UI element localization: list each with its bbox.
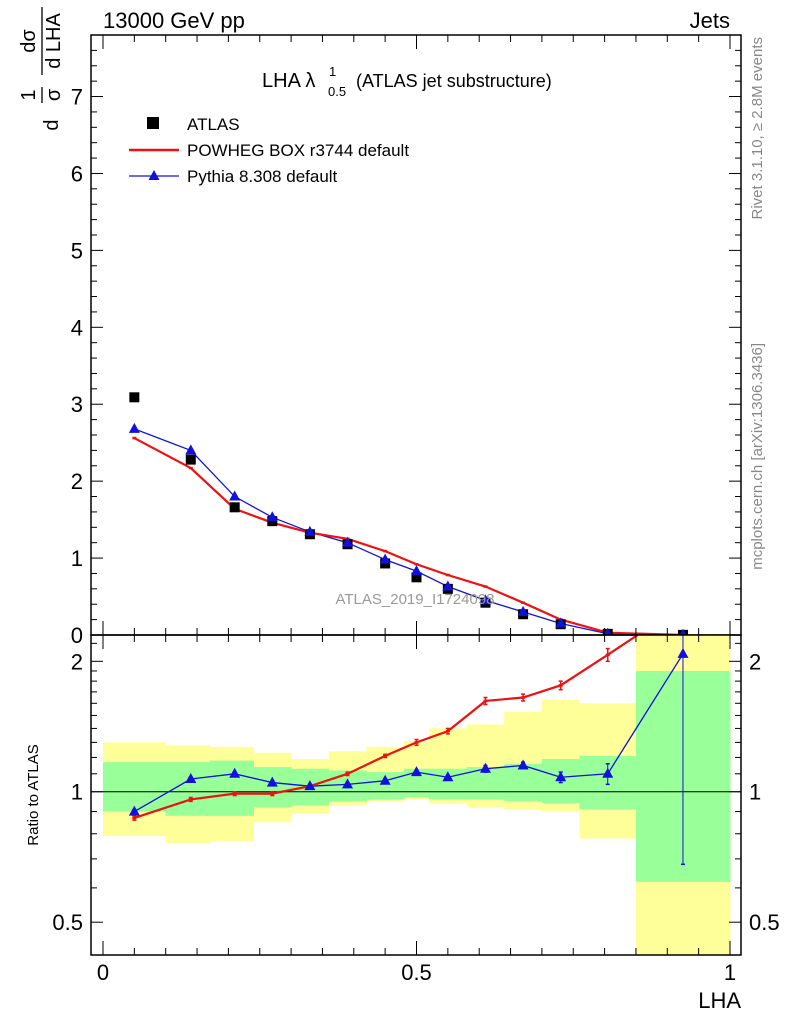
atlas-data-point (129, 392, 140, 403)
x-tick-label: 0 (97, 960, 109, 985)
ratio-pythia-point (517, 759, 529, 770)
pythia-point (479, 594, 491, 605)
pythia-point (185, 444, 197, 455)
main-plot-area (128, 392, 688, 635)
legend-label-atlas: ATLAS (187, 115, 240, 134)
pythia-point (266, 511, 278, 522)
uncertainty-band-inner (103, 670, 731, 882)
y-tick-label: 5 (71, 238, 83, 263)
pythia-point (379, 553, 391, 564)
header-left: 13000 GeV pp (103, 8, 245, 33)
ylabel-den-1: σ (43, 88, 65, 101)
ratio-pythia-point (602, 767, 614, 778)
band-inner-bin (103, 762, 167, 812)
y-tick-label: 3 (71, 392, 83, 417)
series-line-pythia (134, 428, 683, 635)
side-note-rivet: Rivet 3.1.10, ≥ 2.8M events (749, 37, 766, 220)
chart-title: LHA λ 1 0.5 (ATLAS jet substructure) (262, 64, 552, 99)
legend-label-pythia: Pythia 8.308 default (187, 167, 338, 186)
title-rest: (ATLAS jet substructure) (356, 71, 552, 91)
watermark: ATLAS_2019_I1724098 (335, 591, 494, 608)
ratio-pythia-point (379, 774, 391, 785)
ratio-y-tick-label-right: 2 (749, 649, 761, 674)
pythia-point (229, 490, 241, 501)
ratio-pythia-point (342, 778, 354, 789)
atlas-data-point (185, 454, 196, 465)
pythia-point (442, 580, 454, 591)
ratio-pythia-point (128, 805, 140, 816)
pythia-point (342, 536, 354, 547)
atlas-data-point (411, 572, 422, 583)
pythia-point (128, 422, 140, 433)
ratio-pythia-point (266, 776, 278, 787)
ratio-pythia-point (185, 773, 197, 784)
y-tick-label: 0 (71, 623, 83, 648)
atlas-data-point (229, 502, 240, 513)
ratio-line-powheg (134, 635, 640, 819)
y-tick-label: 1 (71, 546, 83, 571)
main-y-axis-label: 1 σ d dσ d LHA (18, 7, 65, 131)
band-inner-bin (209, 760, 254, 816)
title-sup: 1 (329, 64, 336, 79)
legend-marker-pythia (148, 170, 160, 180)
ratio-y-tick-label: 0.5 (52, 910, 83, 935)
ylabel-num-1: 1 (18, 89, 40, 100)
x-tick-label: 0.5 (401, 960, 432, 985)
ylabel-num-2: dσ (18, 29, 40, 53)
ylabel-den-2: d LHA (43, 13, 65, 69)
ylabel-d: d (41, 119, 63, 130)
ratio-y-tick-label: 1 (71, 780, 83, 805)
title-main: LHA λ (262, 70, 315, 92)
ratio-pythia-point (555, 771, 567, 782)
header-right: Jets (690, 8, 730, 33)
main-y-axis: 0 1 2 3 4 5 6 7 (71, 49, 741, 648)
y-tick-label: 2 (71, 469, 83, 494)
main-plot: 0 1 2 3 4 5 6 7 (71, 34, 742, 648)
pythia-point (304, 525, 316, 536)
pythia-point (555, 617, 567, 628)
ratio-y-tick-label-right: 0.5 (749, 910, 780, 935)
pythia-point (411, 565, 422, 576)
x-axis-label: LHA (698, 988, 741, 1013)
pythia-point (679, 628, 687, 635)
side-note-mcplots: mcplots.cern.ch [arXiv:1306.3436] (749, 343, 766, 570)
legend-marker-atlas (147, 117, 159, 129)
ratio-pythia-point (229, 767, 241, 778)
ratio-plot-area (91, 635, 741, 955)
ratio-line-pythia (134, 653, 684, 813)
ratio-pythia-point (479, 762, 491, 773)
ratio-pythia-point (442, 771, 454, 782)
ratio-plot: 0 0.5 10.5 0.51 12 2 (52, 634, 780, 985)
band-inner-bin (253, 767, 292, 808)
pythia-point (603, 627, 612, 635)
ratio-y-axis-label: Ratio to ATLAS (25, 744, 42, 845)
x-axis: 0 0.5 1 (97, 635, 736, 985)
pythia-point (517, 605, 529, 616)
ratio-pythia-point (411, 766, 422, 777)
ratio-y-tick-label-right: 1 (749, 780, 761, 805)
y-tick-label: 4 (71, 315, 83, 340)
legend: ATLAS POWHEG BOX r3744 default Pythia 8.30… (129, 115, 409, 186)
ratio-y-axis: 0.5 0.5 1 1 2 2 (52, 642, 780, 935)
text-layer: 13000 GeV pp Jets LHA λ 1 0.5 (ATLAS jet subs… (18, 7, 766, 1013)
ratio-pythia-point (304, 780, 316, 791)
title-sub: 0.5 (328, 84, 346, 99)
x-tick-label: 1 (724, 960, 736, 985)
series-line-powheg (133, 437, 684, 635)
y-tick-label: 6 (71, 161, 83, 186)
ratio-pythia-point (677, 647, 689, 658)
y-tick-label: 7 (71, 85, 83, 110)
ratio-y-tick-label: 2 (71, 649, 83, 674)
legend-label-powheg: POWHEG BOX r3744 default (187, 141, 409, 160)
